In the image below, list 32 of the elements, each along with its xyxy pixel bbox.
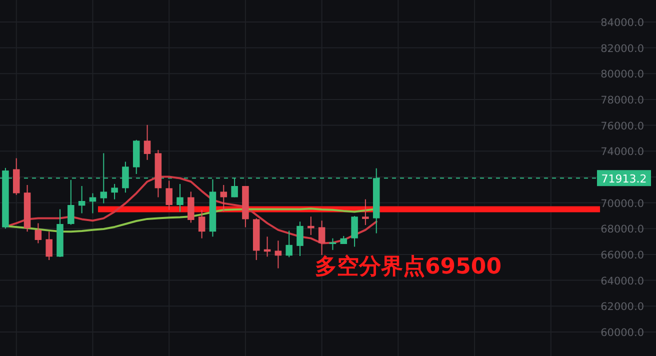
- y-tick-label: 60000.0: [600, 326, 644, 339]
- candlestick: [78, 186, 86, 214]
- y-tick-label: 80000.0: [600, 68, 644, 81]
- candlestick: [362, 198, 369, 226]
- candlestick: [144, 124, 151, 160]
- y-tick-label: 62000.0: [600, 301, 644, 314]
- y-tick-label: 76000.0: [600, 120, 644, 132]
- y-tick-label: 64000.0: [600, 275, 644, 288]
- y-tick-label: 82000.0: [600, 42, 644, 55]
- y-tick-label: 68000.0: [600, 224, 644, 236]
- ref-line-label: 多空分界点69500: [315, 253, 502, 280]
- candlestick: [188, 191, 194, 224]
- candlestick: [166, 180, 172, 210]
- candlestick: [318, 220, 326, 256]
- candlestick: [198, 209, 206, 239]
- candlestick: [296, 221, 304, 257]
- y-tick-label: 84000.0: [600, 16, 644, 29]
- candlestick: [68, 179, 74, 226]
- candlestick: [220, 184, 228, 212]
- candlestick: [286, 230, 292, 258]
- candlestick: [351, 215, 358, 248]
- candlestick: [89, 192, 96, 214]
- candlestick: [274, 240, 282, 269]
- candlestick: [111, 183, 118, 200]
- y-tick-label: 70000.0: [600, 198, 644, 210]
- y-tick-label: 66000.0: [600, 249, 644, 262]
- candlestick: [176, 183, 184, 212]
- y-tick-label: 74000.0: [600, 146, 644, 158]
- ref-line-label: 71913.2: [601, 172, 647, 186]
- candlestick: [34, 222, 42, 244]
- y-tick-label: 78000.0: [600, 94, 644, 106]
- candlestick: [46, 231, 52, 261]
